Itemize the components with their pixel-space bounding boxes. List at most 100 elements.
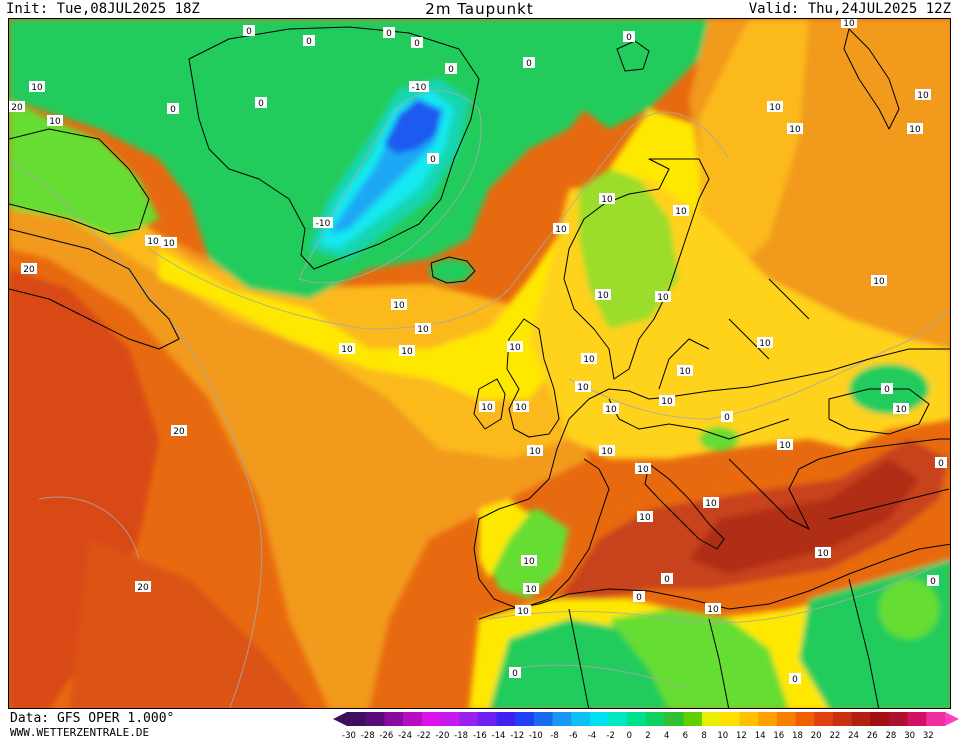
legend-swatch [403, 712, 423, 726]
legend-swatch [459, 712, 479, 726]
contour-label: 0 [633, 591, 645, 603]
isoline-10-africa [488, 559, 950, 624]
field-arctic-lightgreen [9, 99, 159, 239]
legend-label: 0 [627, 731, 632, 741]
contour-label: 0 [661, 573, 673, 585]
legend-label: 2 [645, 731, 650, 741]
svg-text:10: 10 [817, 549, 829, 559]
field-alps-green [699, 427, 739, 451]
legend-label: -18 [454, 731, 468, 741]
legend-label: -14 [492, 731, 506, 741]
legend-max-arrow [945, 712, 959, 726]
contour-label: 0 [789, 673, 801, 685]
contour-label: 10 [479, 401, 495, 413]
border-libya [708, 618, 730, 708]
svg-text:10: 10 [605, 405, 617, 415]
coast-svalbard [616, 40, 650, 72]
coastlines [9, 26, 950, 708]
legend-label: -20 [435, 731, 449, 741]
svg-text:10: 10 [707, 605, 719, 615]
svg-text:20: 20 [11, 103, 23, 113]
isoline-0-africa [508, 664, 690, 690]
field-arctic-green [9, 19, 649, 299]
legend-swatch [776, 712, 796, 726]
legend-label: 12 [736, 731, 747, 741]
contour-label: 10 [553, 223, 569, 235]
field-east-light [699, 19, 809, 279]
legend-swatch [589, 712, 609, 726]
contour-label: 10 [29, 81, 45, 93]
contour-label: 10 [635, 463, 651, 475]
svg-text:10: 10 [555, 225, 567, 235]
coast-ireland [473, 378, 506, 430]
contour-label: 20 [21, 263, 37, 275]
legend-swatch [533, 712, 553, 726]
svg-text:10: 10 [759, 339, 771, 349]
legend-label: -12 [510, 731, 524, 741]
contour-label: 10 [521, 555, 537, 567]
legend-swatch [926, 712, 946, 726]
legend-swatch [739, 712, 759, 726]
legend-swatch [496, 712, 516, 726]
coast-france-iberia [473, 418, 610, 610]
svg-text:0: 0 [414, 39, 420, 49]
coast-anatolia [818, 438, 950, 460]
field-anatolia-green [879, 579, 939, 639]
contour-label: 0 [935, 457, 947, 469]
contour-label: 10 [659, 395, 675, 407]
contour-label: 10 [391, 299, 407, 311]
svg-text:10: 10 [601, 195, 613, 205]
legend-label: -8 [550, 731, 558, 741]
svg-text:20: 20 [173, 427, 185, 437]
svg-text:10: 10 [517, 607, 529, 617]
svg-text:10: 10 [529, 447, 541, 457]
contour-label: 10 [399, 345, 415, 357]
legend-swatch [477, 712, 497, 726]
coast-canada [9, 228, 180, 350]
legend-swatch [440, 712, 460, 726]
svg-text:0: 0 [626, 33, 632, 43]
coast-anatolia-s [828, 488, 950, 520]
svg-text:-10: -10 [316, 219, 331, 229]
field-greenland-blue [384, 99, 441, 154]
legend-label: 22 [829, 731, 840, 741]
legend-swatch [515, 712, 535, 726]
contour-label: 10 [907, 123, 923, 135]
legend-swatch [571, 712, 591, 726]
svg-text:20: 20 [137, 583, 149, 593]
contour-label: 10 [47, 115, 63, 127]
legend-swatch [365, 712, 385, 726]
coast-italy [644, 463, 725, 550]
coast-balkans [728, 458, 820, 530]
contour-label: 10 [599, 445, 615, 457]
svg-text:0: 0 [170, 105, 176, 115]
contour-label: 20 [171, 425, 187, 437]
legend-label: 26 [867, 731, 878, 741]
svg-text:10: 10 [417, 325, 429, 335]
contour-label: 0 [427, 153, 439, 165]
contour-label: 10 [637, 511, 653, 523]
contour-label: 10 [527, 445, 543, 457]
legend-swatch [347, 712, 366, 726]
color-legend: -30 -28 -26 -24 -22 -20 -18 -16 -14 -12 -10 -8 -6 -4-… [333, 712, 959, 741]
svg-text:0: 0 [664, 575, 670, 585]
svg-text:0: 0 [430, 155, 436, 165]
contour-label: 0 [167, 103, 179, 115]
coast-novaya [843, 28, 900, 130]
contour-label: 0 [445, 63, 457, 75]
isoline-20-sw [38, 496, 140, 560]
legend-label: 28 [886, 731, 897, 741]
contour-label: 0 [623, 31, 635, 43]
legend-swatch [683, 712, 703, 726]
svg-text:10: 10 [917, 91, 929, 101]
svg-text:10: 10 [577, 383, 589, 393]
svg-text:10: 10 [31, 83, 43, 93]
svg-text:0: 0 [386, 29, 392, 39]
legend-label: 18 [792, 731, 803, 741]
contour-label: 10 [705, 603, 721, 615]
contour-label: -10 [313, 217, 333, 229]
dewpoint-map: 0 0 0 0 0 0 -10 0 0 -10 0 0 10 10 20 10 … [8, 18, 951, 709]
contour-label: 10 [915, 89, 931, 101]
contour-label: 20 [135, 581, 151, 593]
contour-label: 10 [815, 547, 831, 559]
